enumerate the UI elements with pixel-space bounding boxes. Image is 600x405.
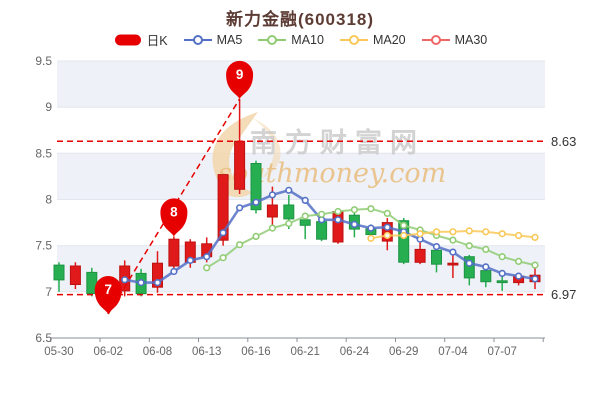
svg-text:7: 7 xyxy=(45,285,52,299)
svg-text:06-08: 06-08 xyxy=(143,346,172,358)
svg-text:9: 9 xyxy=(45,100,52,114)
pin-8: 8 xyxy=(160,198,188,237)
svg-text:06-24: 06-24 xyxy=(340,346,370,358)
svg-text:6.5: 6.5 xyxy=(35,331,52,345)
svg-text:7.5: 7.5 xyxy=(35,239,52,253)
ma20-line xyxy=(367,227,539,242)
trend-line xyxy=(107,98,241,315)
ma10-line-icon xyxy=(258,34,287,45)
legend-item-ma5[interactable]: MA5 xyxy=(183,32,243,47)
candle-swatch-icon xyxy=(114,34,141,45)
svg-text:9: 9 xyxy=(236,67,244,82)
candle xyxy=(431,248,442,273)
legend-item-ma30[interactable]: MA30 xyxy=(421,32,488,47)
legend: 日K MA5 MA10 MA20 MA30 xyxy=(0,30,600,49)
legend-label: MA10 xyxy=(291,32,324,47)
svg-text:8.5: 8.5 xyxy=(35,146,52,160)
svg-text:06-13: 06-13 xyxy=(192,346,221,358)
pin-9: 9 xyxy=(226,60,254,99)
svg-text:06-21: 06-21 xyxy=(290,346,319,358)
svg-text:07-04: 07-04 xyxy=(438,346,468,358)
ma30-line-icon xyxy=(421,34,450,45)
y-axis: 6.5 7 7.5 8 8.5 9 9.5 xyxy=(35,54,52,345)
x-axis: 05-30 06-02 06-08 06-13 06-16 06-21 06-24 06-29… xyxy=(44,337,545,358)
svg-text:8: 8 xyxy=(45,193,52,207)
legend-label: MA30 xyxy=(454,32,488,47)
legend-item-rik[interactable]: 日K xyxy=(113,30,168,49)
ma5-line-icon xyxy=(183,34,212,45)
svg-text:07-07: 07-07 xyxy=(487,346,516,358)
candle xyxy=(69,262,81,290)
candle xyxy=(447,252,459,278)
svg-text:05-30: 05-30 xyxy=(44,346,73,358)
candle xyxy=(234,98,246,194)
chart-title: 新力金融(600318) xyxy=(225,10,375,29)
legend-label: 日K xyxy=(146,34,168,48)
candle xyxy=(299,217,311,240)
ma5-line xyxy=(121,186,539,287)
svg-text:9.5: 9.5 xyxy=(35,54,52,68)
ref-line-label: 8.63 xyxy=(551,134,576,149)
svg-text:06-16: 06-16 xyxy=(241,346,270,358)
ref-line-label: 6.97 xyxy=(551,287,576,302)
legend-item-ma10[interactable]: MA10 xyxy=(257,33,324,47)
pin-7: 7 xyxy=(94,275,122,314)
svg-text:南方财富网: 南方财富网 xyxy=(250,127,425,158)
legend-item-ma20[interactable]: MA20 xyxy=(339,33,406,47)
legend-label: MA5 xyxy=(216,32,243,47)
svg-text:06-02: 06-02 xyxy=(93,346,122,358)
svg-text:7: 7 xyxy=(104,282,112,297)
ma20-line-icon xyxy=(339,34,368,45)
candle xyxy=(168,236,180,272)
svg-text:8: 8 xyxy=(170,204,178,219)
candle xyxy=(53,262,65,292)
svg-text:06-29: 06-29 xyxy=(389,346,418,358)
legend-label: MA20 xyxy=(372,32,406,47)
candle xyxy=(480,267,492,288)
